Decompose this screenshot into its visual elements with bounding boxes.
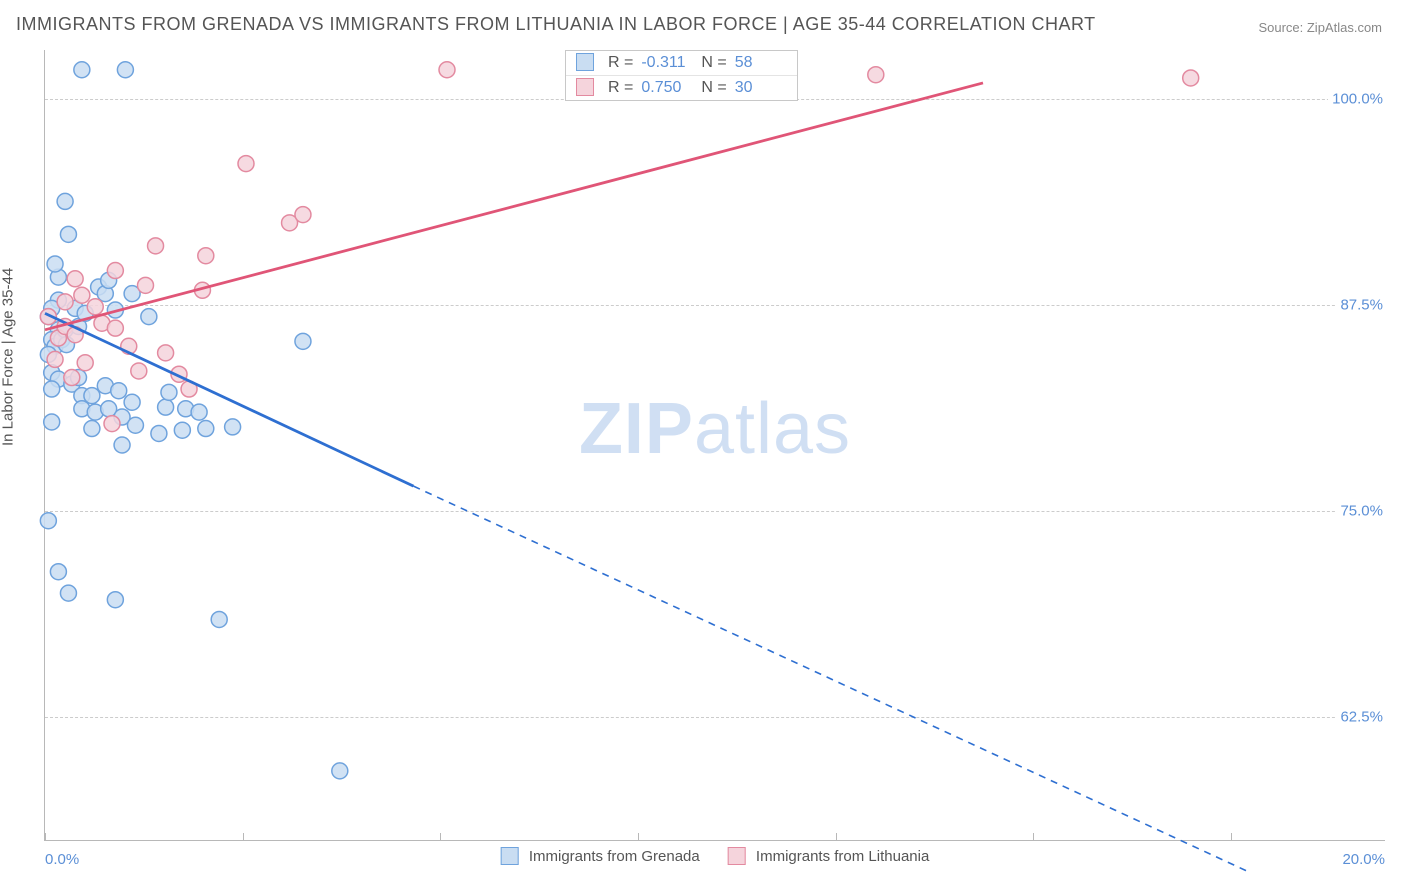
marker-grenada bbox=[107, 592, 123, 608]
marker-lithuania bbox=[87, 299, 103, 315]
chart-title: IMMIGRANTS FROM GRENADA VS IMMIGRANTS FR… bbox=[16, 14, 1096, 35]
trend-line-lithuania bbox=[45, 83, 983, 330]
marker-lithuania bbox=[138, 277, 154, 293]
marker-lithuania bbox=[131, 363, 147, 379]
trend-line-grenada bbox=[45, 313, 414, 486]
marker-grenada bbox=[50, 564, 66, 580]
marker-lithuania bbox=[107, 263, 123, 279]
x-axis-max-label: 20.0% bbox=[1342, 851, 1385, 868]
marker-lithuania bbox=[238, 156, 254, 172]
marker-grenada bbox=[141, 309, 157, 325]
n-value-grenada: 58 bbox=[735, 54, 787, 72]
marker-grenada bbox=[74, 62, 90, 78]
marker-lithuania bbox=[868, 67, 884, 83]
swatch-grenada-icon bbox=[576, 53, 594, 71]
n-label: N = bbox=[701, 54, 726, 72]
trend-line-grenada-extrapolated bbox=[414, 486, 1252, 873]
marker-lithuania bbox=[77, 355, 93, 371]
stats-row-lithuania: R = 0.750 N = 30 bbox=[566, 75, 797, 100]
marker-lithuania bbox=[1183, 70, 1199, 86]
legend-item-grenada: Immigrants from Grenada bbox=[501, 848, 700, 866]
marker-grenada bbox=[84, 421, 100, 437]
marker-grenada bbox=[191, 404, 207, 420]
marker-grenada bbox=[295, 333, 311, 349]
marker-grenada bbox=[225, 419, 241, 435]
stats-row-grenada: R = -0.311 N = 58 bbox=[566, 51, 797, 75]
stats-legend-box: R = -0.311 N = 58 R = 0.750 N = 30 bbox=[565, 50, 798, 101]
n-value-lithuania: 30 bbox=[735, 79, 787, 97]
scatter-svg bbox=[45, 50, 1385, 840]
marker-grenada bbox=[332, 763, 348, 779]
bottom-legend: Immigrants from Grenada Immigrants from … bbox=[501, 848, 930, 866]
marker-grenada bbox=[57, 193, 73, 209]
x-axis-min-label: 0.0% bbox=[45, 851, 79, 868]
marker-grenada bbox=[47, 256, 63, 272]
legend-swatch-grenada-icon bbox=[501, 847, 519, 865]
legend-item-lithuania: Immigrants from Lithuania bbox=[728, 848, 930, 866]
marker-grenada bbox=[84, 388, 100, 404]
r-label: R = bbox=[608, 54, 633, 72]
marker-grenada bbox=[127, 417, 143, 433]
marker-grenada bbox=[117, 62, 133, 78]
marker-grenada bbox=[40, 513, 56, 529]
marker-grenada bbox=[60, 585, 76, 601]
marker-grenada bbox=[44, 381, 60, 397]
marker-lithuania bbox=[158, 345, 174, 361]
legend-label-lithuania: Immigrants from Lithuania bbox=[756, 848, 929, 865]
n-label: N = bbox=[701, 79, 726, 97]
marker-grenada bbox=[151, 425, 167, 441]
marker-lithuania bbox=[439, 62, 455, 78]
marker-grenada bbox=[114, 437, 130, 453]
y-axis-title: In Labor Force | Age 35-44 bbox=[0, 268, 17, 446]
r-label: R = bbox=[608, 79, 633, 97]
marker-lithuania bbox=[47, 351, 63, 367]
marker-grenada bbox=[44, 414, 60, 430]
r-value-grenada: -0.311 bbox=[641, 54, 693, 72]
plot-area: ZIPatlas 62.5%75.0%87.5%100.0% R = -0.31… bbox=[44, 50, 1385, 841]
marker-grenada bbox=[174, 422, 190, 438]
source-attribution: Source: ZipAtlas.com bbox=[1258, 20, 1382, 35]
marker-grenada bbox=[161, 384, 177, 400]
marker-grenada bbox=[124, 394, 140, 410]
marker-lithuania bbox=[67, 271, 83, 287]
marker-grenada bbox=[158, 399, 174, 415]
marker-grenada bbox=[198, 421, 214, 437]
marker-grenada bbox=[60, 226, 76, 242]
marker-lithuania bbox=[198, 248, 214, 264]
marker-lithuania bbox=[57, 294, 73, 310]
marker-lithuania bbox=[74, 287, 90, 303]
marker-lithuania bbox=[148, 238, 164, 254]
marker-lithuania bbox=[64, 370, 80, 386]
legend-label-grenada: Immigrants from Grenada bbox=[529, 848, 700, 865]
swatch-lithuania-icon bbox=[576, 78, 594, 96]
marker-grenada bbox=[211, 611, 227, 627]
marker-lithuania bbox=[107, 320, 123, 336]
r-value-lithuania: 0.750 bbox=[641, 79, 693, 97]
legend-swatch-lithuania-icon bbox=[728, 847, 746, 865]
marker-lithuania bbox=[295, 207, 311, 223]
marker-lithuania bbox=[104, 416, 120, 432]
marker-grenada bbox=[111, 383, 127, 399]
